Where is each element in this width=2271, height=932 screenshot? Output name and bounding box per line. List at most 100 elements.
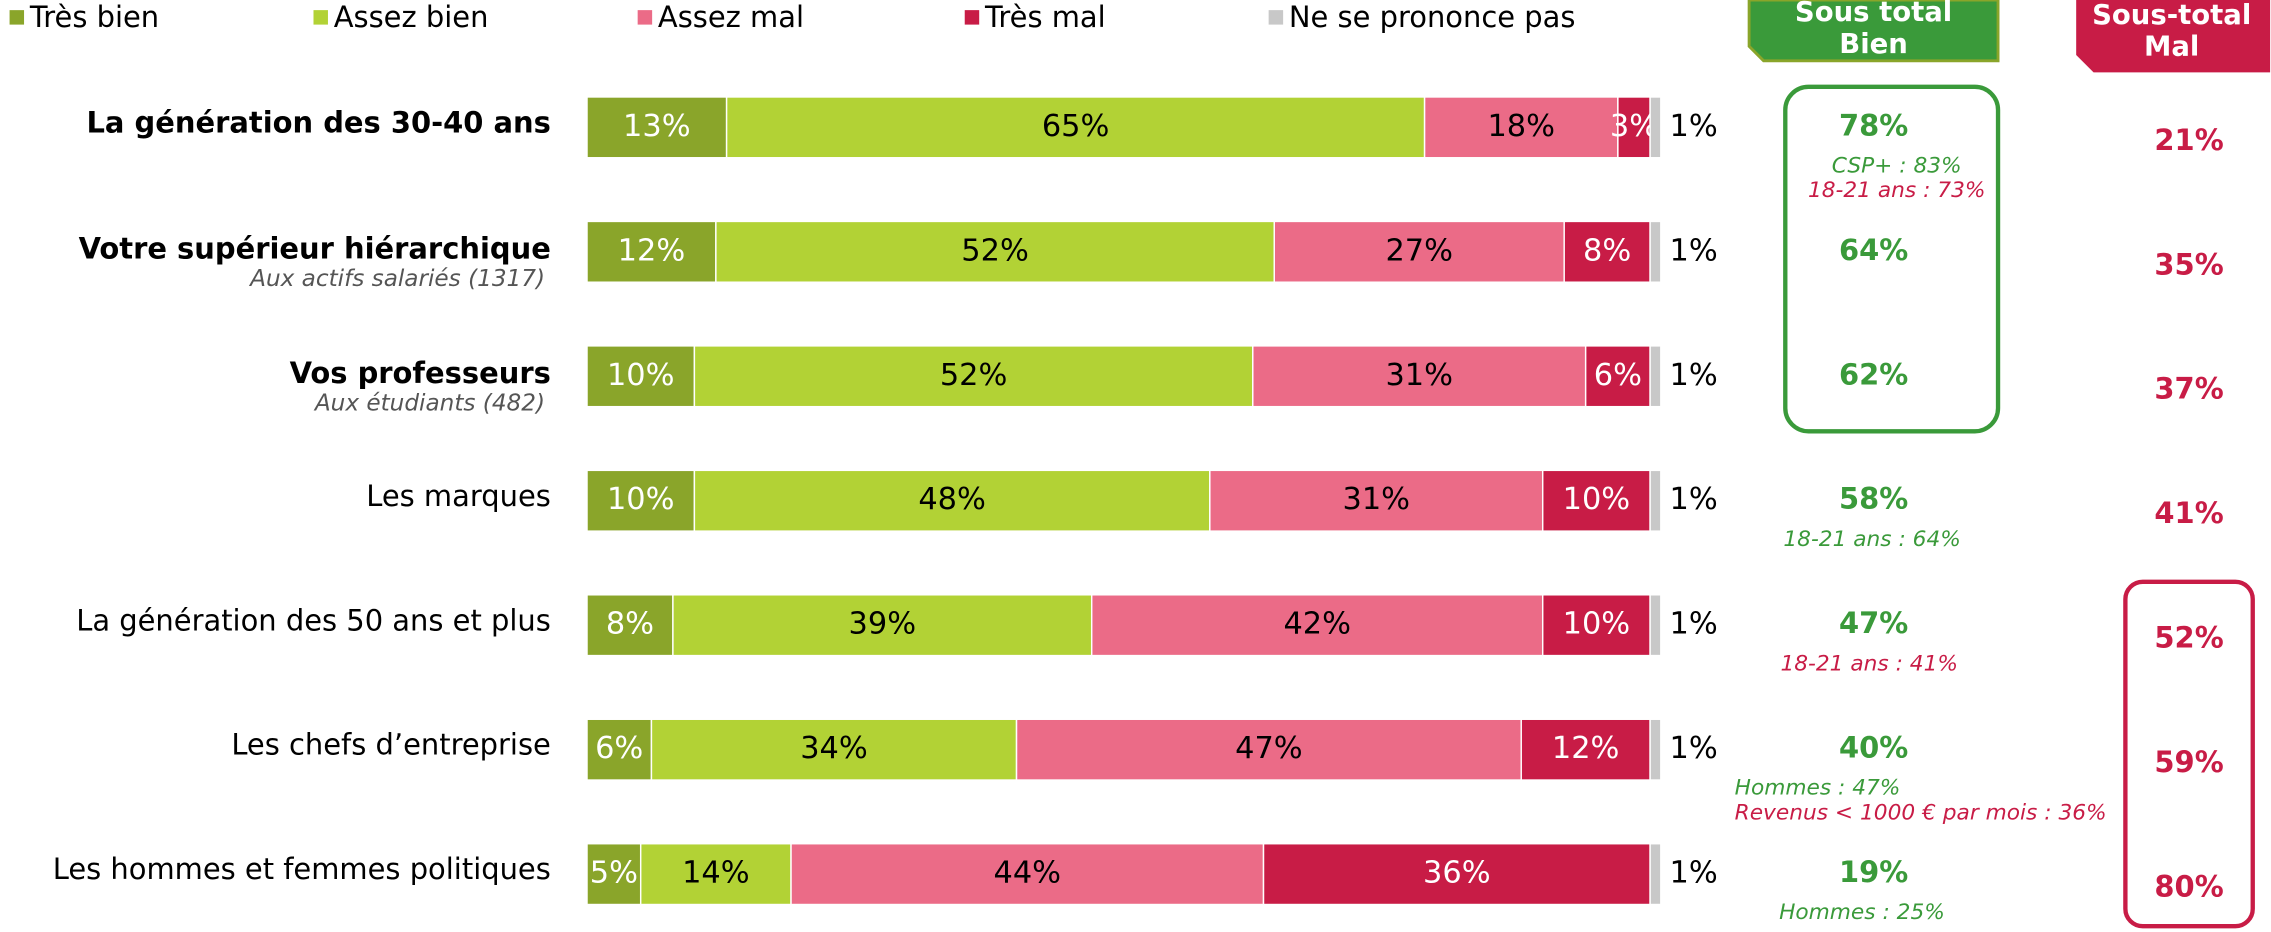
subtotal-mal: 59%: [2154, 745, 2223, 779]
note: Revenus < 1000 € par mois : 36%: [1735, 800, 2107, 825]
bar-value-label: 47%: [1235, 731, 1303, 766]
subtotal-bien: 19%: [1839, 855, 1908, 889]
header-bien: Sous total Bien: [1795, 0, 1952, 60]
header-line: Sous-total: [2092, 0, 2251, 31]
bar-value-label: 8%: [606, 607, 654, 642]
category-label: Votre supérieur hiérarchique: [79, 231, 551, 265]
subtotal-bien: 78%: [1839, 108, 1908, 142]
bar-segment: [1649, 96, 1662, 159]
category-label: Les marques: [366, 479, 551, 513]
category-label: La génération des 50 ans et plus: [76, 603, 551, 637]
header-line: Mal: [2144, 31, 2199, 63]
bar-value-label: 10%: [1563, 482, 1631, 517]
highlight-box: [1783, 84, 2001, 434]
subtotal-mal: 21%: [2154, 123, 2223, 157]
bar-value-label: 1%: [1670, 856, 1718, 891]
bar-value-label: 12%: [618, 233, 686, 268]
legend-label: Très mal: [984, 0, 1106, 34]
bar-value-label: 44%: [994, 856, 1062, 891]
bar-segment: [725, 96, 1426, 159]
bar-value-label: 1%: [1670, 233, 1718, 268]
category-label: Les chefs d’entreprise: [231, 728, 551, 762]
bar-value-label: 1%: [1670, 607, 1718, 642]
bar-value-label: 52%: [961, 233, 1029, 268]
bar-segment: [586, 96, 728, 159]
legend-label: Assez bien: [334, 0, 489, 34]
bar-segment: [650, 718, 1018, 781]
bar-value-label: 39%: [849, 607, 917, 642]
bar-segment: [586, 469, 696, 532]
bar-value-label: 1%: [1670, 482, 1718, 517]
bar-segment: [1649, 718, 1662, 781]
header-line: Sous total: [1795, 0, 1952, 28]
legend-swatch: [964, 10, 980, 25]
bar-segment: [586, 220, 717, 283]
bar-segment: [1423, 96, 1619, 159]
note: Hommes : 47%: [1735, 776, 1901, 801]
subtotal-mal: 35%: [2154, 247, 2223, 281]
bar-segment: [1541, 469, 1651, 532]
bar-segment: [1649, 594, 1662, 657]
bar-value-label: 48%: [918, 482, 986, 517]
bar-value-label: 1%: [1670, 358, 1718, 393]
legend-swatch: [9, 10, 25, 25]
note: Hommes : 25%: [1779, 900, 1945, 925]
note: 18-21 ans : 41%: [1780, 651, 1958, 676]
category-label: Vos professeurs: [290, 356, 551, 390]
bar-value-label: 8%: [1583, 233, 1631, 268]
highlight-box: [2123, 579, 2255, 929]
subtotal-mal: 80%: [2154, 870, 2223, 904]
bar-value-label: 18%: [1487, 109, 1555, 144]
legend-label: Assez mal: [658, 0, 804, 34]
category-label: Les hommes et femmes politiques: [53, 852, 551, 886]
bar-value-label: 6%: [1594, 358, 1642, 393]
bar-value-label: 1%: [1670, 731, 1718, 766]
bar-segment: [586, 345, 696, 408]
subtotal-mal: 37%: [2154, 372, 2223, 406]
bar-segment: [1015, 718, 1522, 781]
bar-value-label: 36%: [1423, 856, 1491, 891]
bar-segment: [1563, 220, 1651, 283]
bar-segment: [1541, 594, 1651, 657]
bar-segment: [1649, 220, 1662, 283]
note: CSP+ : 83%: [1832, 153, 1962, 178]
bar-value-label: 10%: [1563, 607, 1631, 642]
legend-swatch: [1268, 10, 1284, 25]
subtotal-bien: 58%: [1839, 482, 1908, 516]
legend-label: Très bien: [29, 0, 159, 34]
note: 18-21 ans : 64%: [1783, 527, 1961, 552]
subtotal-bien: 64%: [1839, 233, 1908, 267]
bar-segment: [1617, 96, 1651, 159]
note: 18-21 ans : 73%: [1808, 178, 1986, 203]
header-box-bien: [1747, 0, 2000, 63]
bar-segment: [586, 594, 674, 657]
bar-value-label: 34%: [800, 731, 868, 766]
bar-value-label: 42%: [1283, 607, 1351, 642]
bar-segment: [1520, 718, 1651, 781]
legend-swatch: [637, 10, 653, 25]
bar-value-label: 10%: [607, 358, 675, 393]
bar-value-label: 5%: [590, 856, 638, 891]
header-box-mal: [2076, 0, 2271, 73]
bar-segment: [1649, 842, 1662, 906]
subtotal-mal: 52%: [2154, 621, 2223, 655]
bar-value-label: 1%: [1670, 109, 1718, 144]
bar-value-label: 65%: [1042, 109, 1110, 144]
bar-value-label: 13%: [623, 109, 691, 144]
category-subtitle: Aux actifs salariés (1317): [248, 266, 545, 292]
header-mal: Sous-total Mal: [2092, 0, 2251, 63]
bar-value-label: 12%: [1552, 731, 1620, 766]
bar-segment: [1649, 469, 1662, 532]
bar-segment: [639, 842, 792, 906]
bar-value-label: 31%: [1343, 482, 1411, 517]
subtotal-bien: 47%: [1839, 606, 1908, 640]
bar-segment: [1649, 345, 1662, 408]
header-line: Bien: [1839, 28, 1908, 60]
bar-value-label: 52%: [940, 358, 1008, 393]
bar-segment: [1252, 345, 1587, 408]
category-label: La génération des 30-40 ans: [86, 105, 550, 139]
bar-value-label: 27%: [1385, 233, 1453, 268]
legend-label: Ne se prononce pas: [1289, 0, 1576, 34]
bar-segment: [1209, 469, 1544, 532]
